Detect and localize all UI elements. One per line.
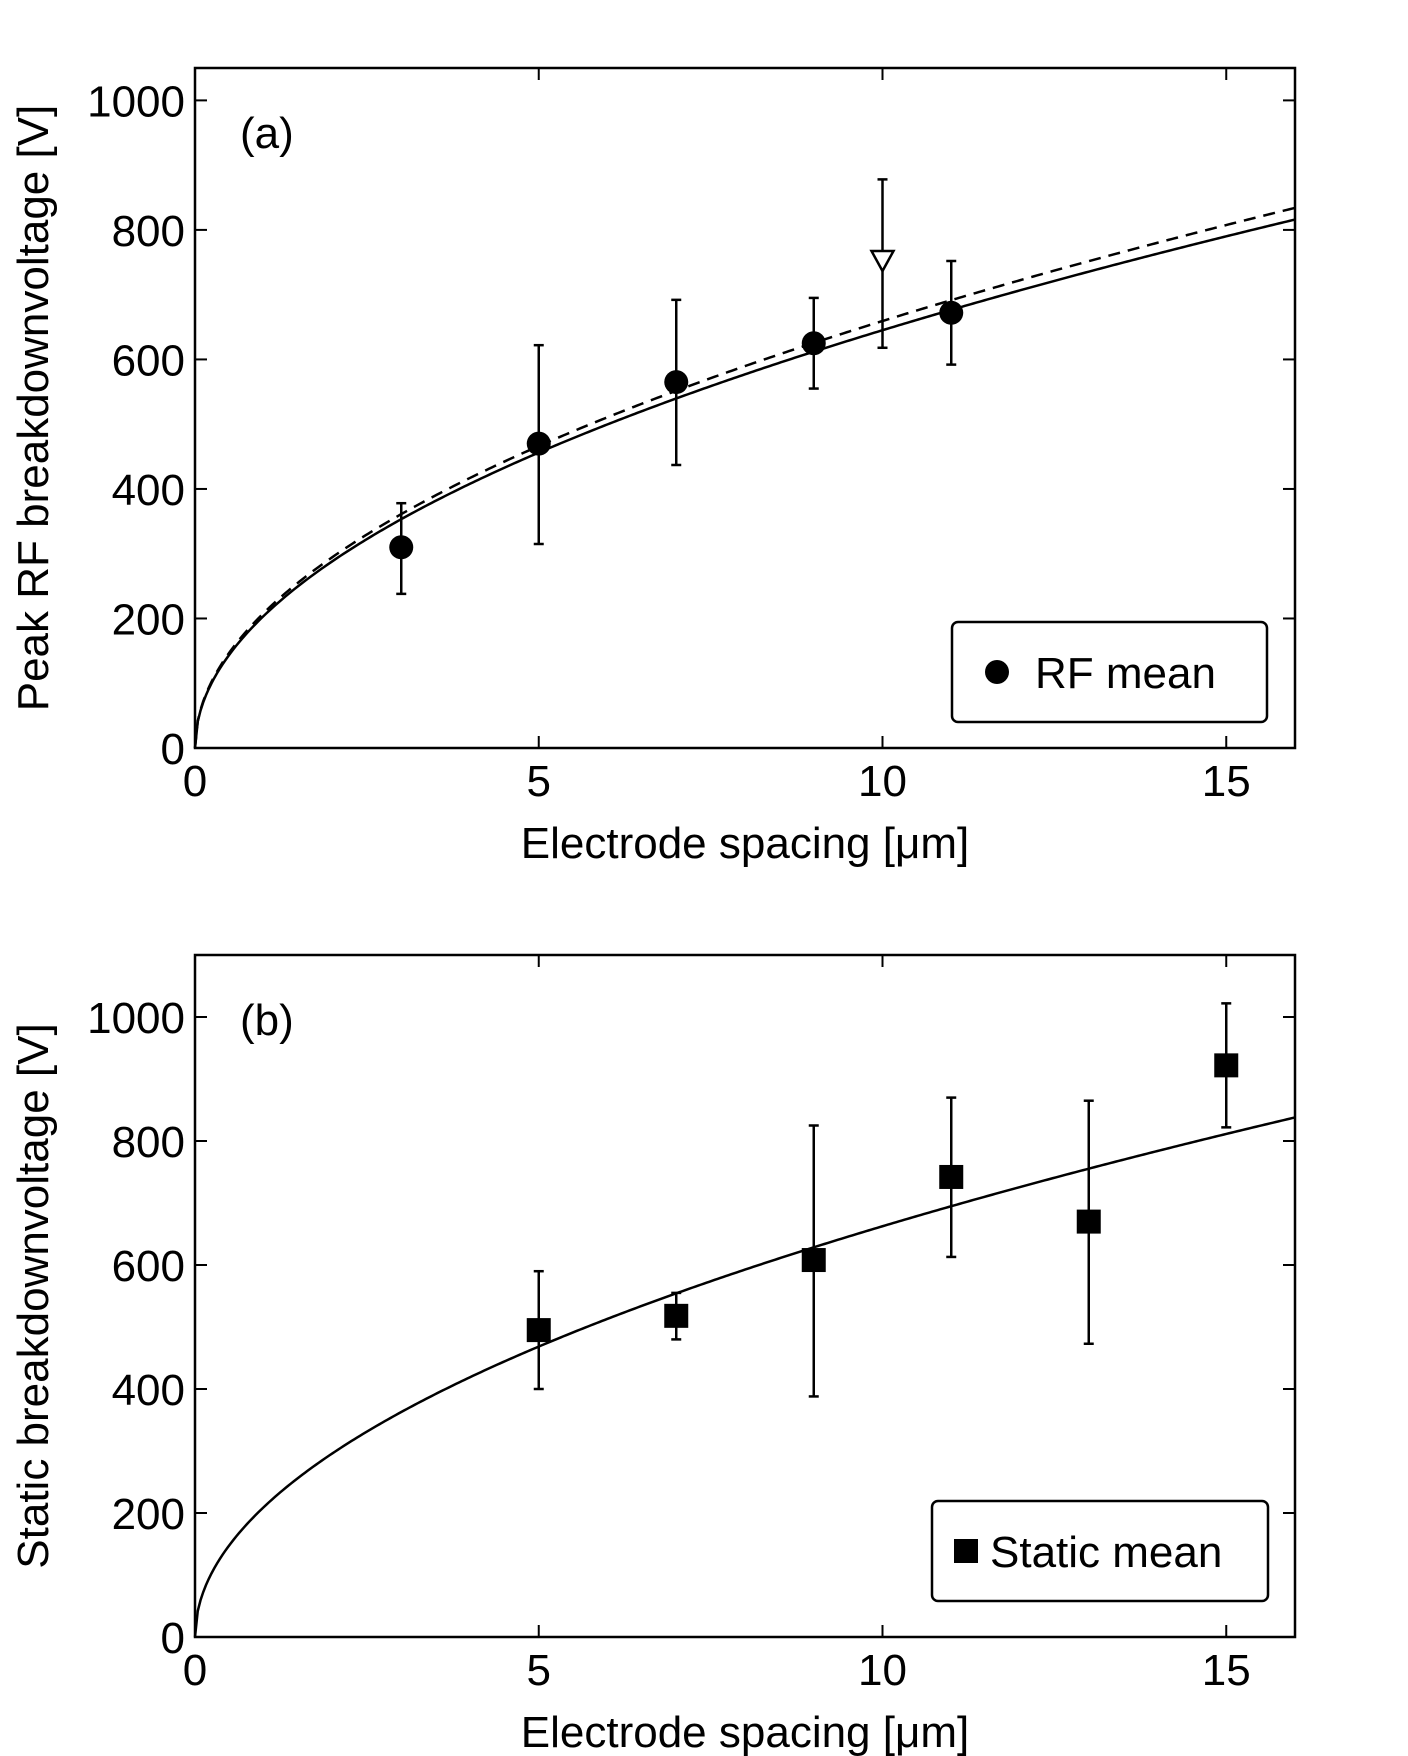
y-tick-label: 800 xyxy=(112,1118,185,1167)
plot-frame xyxy=(193,953,1297,1639)
legend-marker-circle xyxy=(985,660,1009,684)
y-tick-label: 400 xyxy=(112,1366,185,1415)
data-point-square xyxy=(1214,1053,1239,1078)
plot-frame xyxy=(193,66,1297,750)
y-tick-label: 400 xyxy=(112,466,185,515)
legend-label: RF mean xyxy=(1035,649,1216,698)
y-tick-label: 200 xyxy=(112,595,185,644)
panel-a: 0 5 10 15 0 200 400 600 800 1000 Electrode spacing… xyxy=(9,66,1297,868)
data-point-circle xyxy=(389,535,414,560)
y-tick-label: 600 xyxy=(112,1242,185,1291)
x-tick-label: 0 xyxy=(183,1646,207,1695)
data-point-circle xyxy=(939,300,964,325)
y-axis-label: Peak RF breakdownvoltage [V] xyxy=(9,105,58,712)
data-point-circle xyxy=(526,431,551,456)
data-point-square xyxy=(1076,1209,1101,1234)
y-tick-label: 0 xyxy=(161,725,185,774)
y-tick-label: 800 xyxy=(112,207,185,256)
panel-b: 0 5 10 15 0 200 400 600 800 1000 Electrode spacing… xyxy=(9,953,1297,1756)
data-point-circle xyxy=(801,331,826,356)
y-tick-label: 600 xyxy=(112,336,185,385)
data-point-triangle xyxy=(869,249,896,274)
x-axis-label: Electrode spacing [μm] xyxy=(521,819,969,868)
x-tick-label: 15 xyxy=(1202,1646,1251,1695)
panel-label: (a) xyxy=(240,109,294,158)
x-tick-label: 10 xyxy=(858,1646,907,1695)
solid-fit-curve xyxy=(193,218,1296,749)
legend-box xyxy=(950,620,1269,724)
y-tick-label: 200 xyxy=(112,1490,185,1539)
legend-label: Static mean xyxy=(990,1528,1222,1577)
y-tick-label: 1000 xyxy=(87,994,185,1043)
data-point-square xyxy=(664,1303,689,1328)
data-point-square xyxy=(526,1318,551,1343)
data-point-square xyxy=(801,1248,826,1273)
data-point-circle xyxy=(664,370,689,395)
y-tick-label: 1000 xyxy=(87,77,185,126)
y-tick-label: 0 xyxy=(161,1614,185,1663)
x-tick-label: 10 xyxy=(858,757,907,806)
x-tick-label: 0 xyxy=(183,757,207,806)
dashed-fit-curve xyxy=(193,206,1296,749)
x-tick-label: 5 xyxy=(527,1646,551,1695)
panel-label: (b) xyxy=(240,996,294,1045)
legend-marker-square xyxy=(954,1539,978,1563)
data-point-square xyxy=(939,1164,964,1189)
x-tick-label: 15 xyxy=(1202,757,1251,806)
x-axis-label: Electrode spacing [μm] xyxy=(521,1708,969,1756)
y-axis-label: Static breakdownvoltage [V] xyxy=(9,1023,58,1568)
legend-box xyxy=(930,1499,1270,1603)
x-tick-label: 5 xyxy=(527,757,551,806)
solid-fit-curve xyxy=(193,1116,1296,1638)
